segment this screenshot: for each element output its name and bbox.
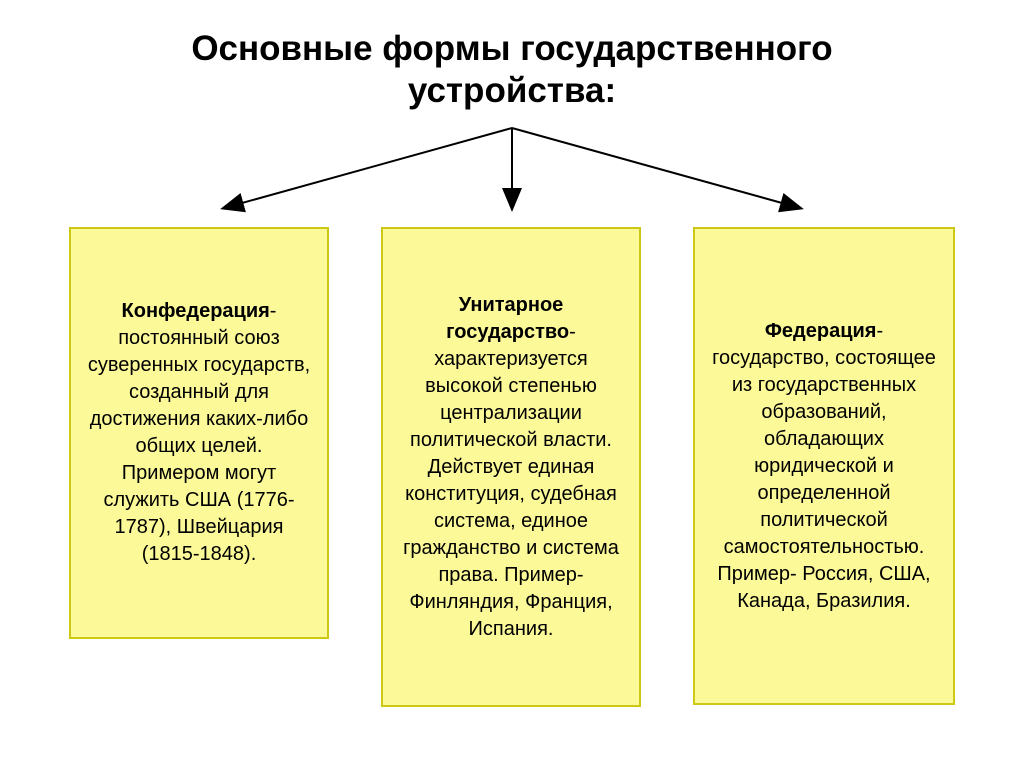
title-line-2: устройства: — [408, 71, 616, 110]
arrow-left — [224, 128, 512, 208]
desc: - характеризуется высокой степенью центр… — [403, 321, 619, 640]
term: Федерация — [765, 320, 877, 342]
box-unitary: Унитарное государство- характеризуется в… — [381, 227, 641, 707]
term: Унитарное государство — [446, 294, 569, 343]
box-federation: Федерация- государство, состоящее из гос… — [693, 227, 955, 705]
desc: - постоянный союз суверенных государств,… — [88, 300, 310, 565]
title-line-1: Основные формы государственного — [191, 29, 832, 68]
box-text: Унитарное государство- характеризуется в… — [397, 292, 625, 643]
desc: - государство, состоящее из государствен… — [712, 320, 936, 612]
box-confederation: Конфедерация- постоянный союз суверенных… — [69, 227, 329, 639]
box-text: Федерация- государство, состоящее из гос… — [709, 318, 939, 615]
page-title: Основные формы государственного устройст… — [0, 0, 1024, 112]
term: Конфедерация — [122, 300, 270, 322]
arrow-right — [512, 128, 800, 208]
box-text: Конфедерация- постоянный союз суверенных… — [85, 298, 313, 568]
boxes-row: Конфедерация- постоянный союз суверенных… — [0, 227, 1024, 707]
